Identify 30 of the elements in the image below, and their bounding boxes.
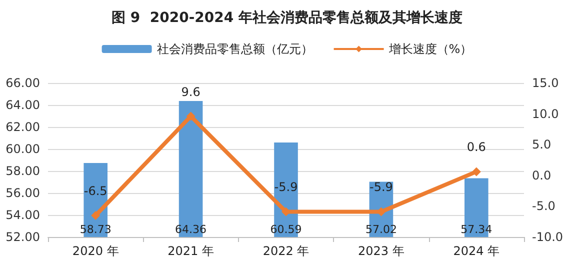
- y-tick-label: 54.00: [6, 208, 40, 222]
- y2-tick-label: -5.0: [532, 199, 556, 214]
- y2-tick-label: 5.0: [532, 138, 552, 152]
- x-tick-label: 2020 年: [72, 244, 119, 258]
- point: [91, 210, 100, 220]
- x-tick-label: 2022 年: [262, 244, 310, 258]
- point: [472, 167, 481, 176]
- chart-title: 图 9 2020-2024 年社会消费品零售总额及其增长速度: [112, 9, 462, 26]
- x-tick-label: 2023 年: [358, 244, 404, 258]
- x-tick-label: 2024 年: [453, 244, 500, 258]
- y-tick-label: 62.00: [6, 120, 40, 134]
- x-tick-label: 2021 年: [168, 244, 214, 258]
- point: [186, 112, 196, 121]
- data-label: 0.6: [466, 140, 486, 154]
- y-tick-label: 58.00: [6, 164, 40, 178]
- data-label: -5.9: [369, 180, 393, 194]
- data-label: 9.6: [181, 84, 200, 99]
- legend-label: 增长速度（%）: [388, 42, 472, 56]
- legend-label: 社会消费品零售总额（亿元）: [156, 42, 313, 56]
- y2-tick-label: -10.0: [532, 230, 564, 244]
- y-tick-label: 52.00: [6, 230, 40, 244]
- y-tick-label: 66.00: [6, 76, 40, 90]
- y2-tick-label: 15.0: [532, 76, 559, 90]
- y-tick-label: 60.00: [6, 142, 40, 156]
- data-label: -6.5: [84, 184, 108, 198]
- y2-tick-label: 0.0: [532, 168, 552, 182]
- y2-tick-label: 10.0: [532, 106, 559, 121]
- y-tick-label: 56.00: [6, 186, 40, 200]
- data-label: -5.9: [274, 180, 298, 194]
- y-tick-label: 64.00: [6, 98, 40, 112]
